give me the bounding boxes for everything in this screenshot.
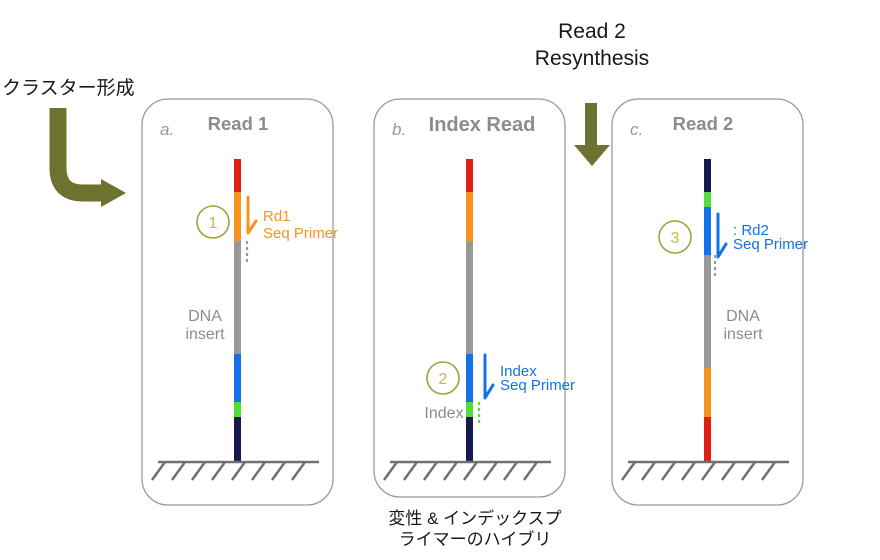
svg-text:DNA: DNA: [188, 308, 222, 325]
svg-text:1: 1: [209, 215, 218, 232]
svg-text:Resynthesis: Resynthesis: [535, 47, 649, 70]
svg-text:変性 & インデックスプ: 変性 & インデックスプ: [388, 508, 561, 528]
svg-text:Seq Primer: Seq Primer: [733, 236, 808, 253]
svg-text:3: 3: [671, 230, 680, 247]
svg-text:Read 2: Read 2: [673, 113, 734, 134]
svg-text:Index Read: Index Read: [429, 114, 536, 136]
svg-text:insert: insert: [185, 326, 225, 343]
svg-text:Index: Index: [424, 405, 463, 422]
svg-text:ライマーのハイブリ: ライマーのハイブリ: [399, 529, 552, 549]
svg-text:Read 1: Read 1: [208, 113, 269, 134]
svg-text:Rd1: Rd1: [263, 208, 291, 225]
svg-text:b.: b.: [392, 120, 406, 139]
svg-text:a.: a.: [160, 120, 174, 139]
svg-text:クラスター形成: クラスター形成: [2, 77, 135, 99]
svg-text:Seq Primer: Seq Primer: [263, 225, 338, 242]
svg-text:Read 2: Read 2: [558, 20, 626, 43]
svg-text:insert: insert: [723, 326, 763, 343]
svg-text:DNA: DNA: [726, 308, 760, 325]
svg-text:Seq Primer: Seq Primer: [500, 377, 575, 394]
svg-text:2: 2: [439, 371, 448, 388]
svg-text:c.: c.: [630, 120, 643, 139]
